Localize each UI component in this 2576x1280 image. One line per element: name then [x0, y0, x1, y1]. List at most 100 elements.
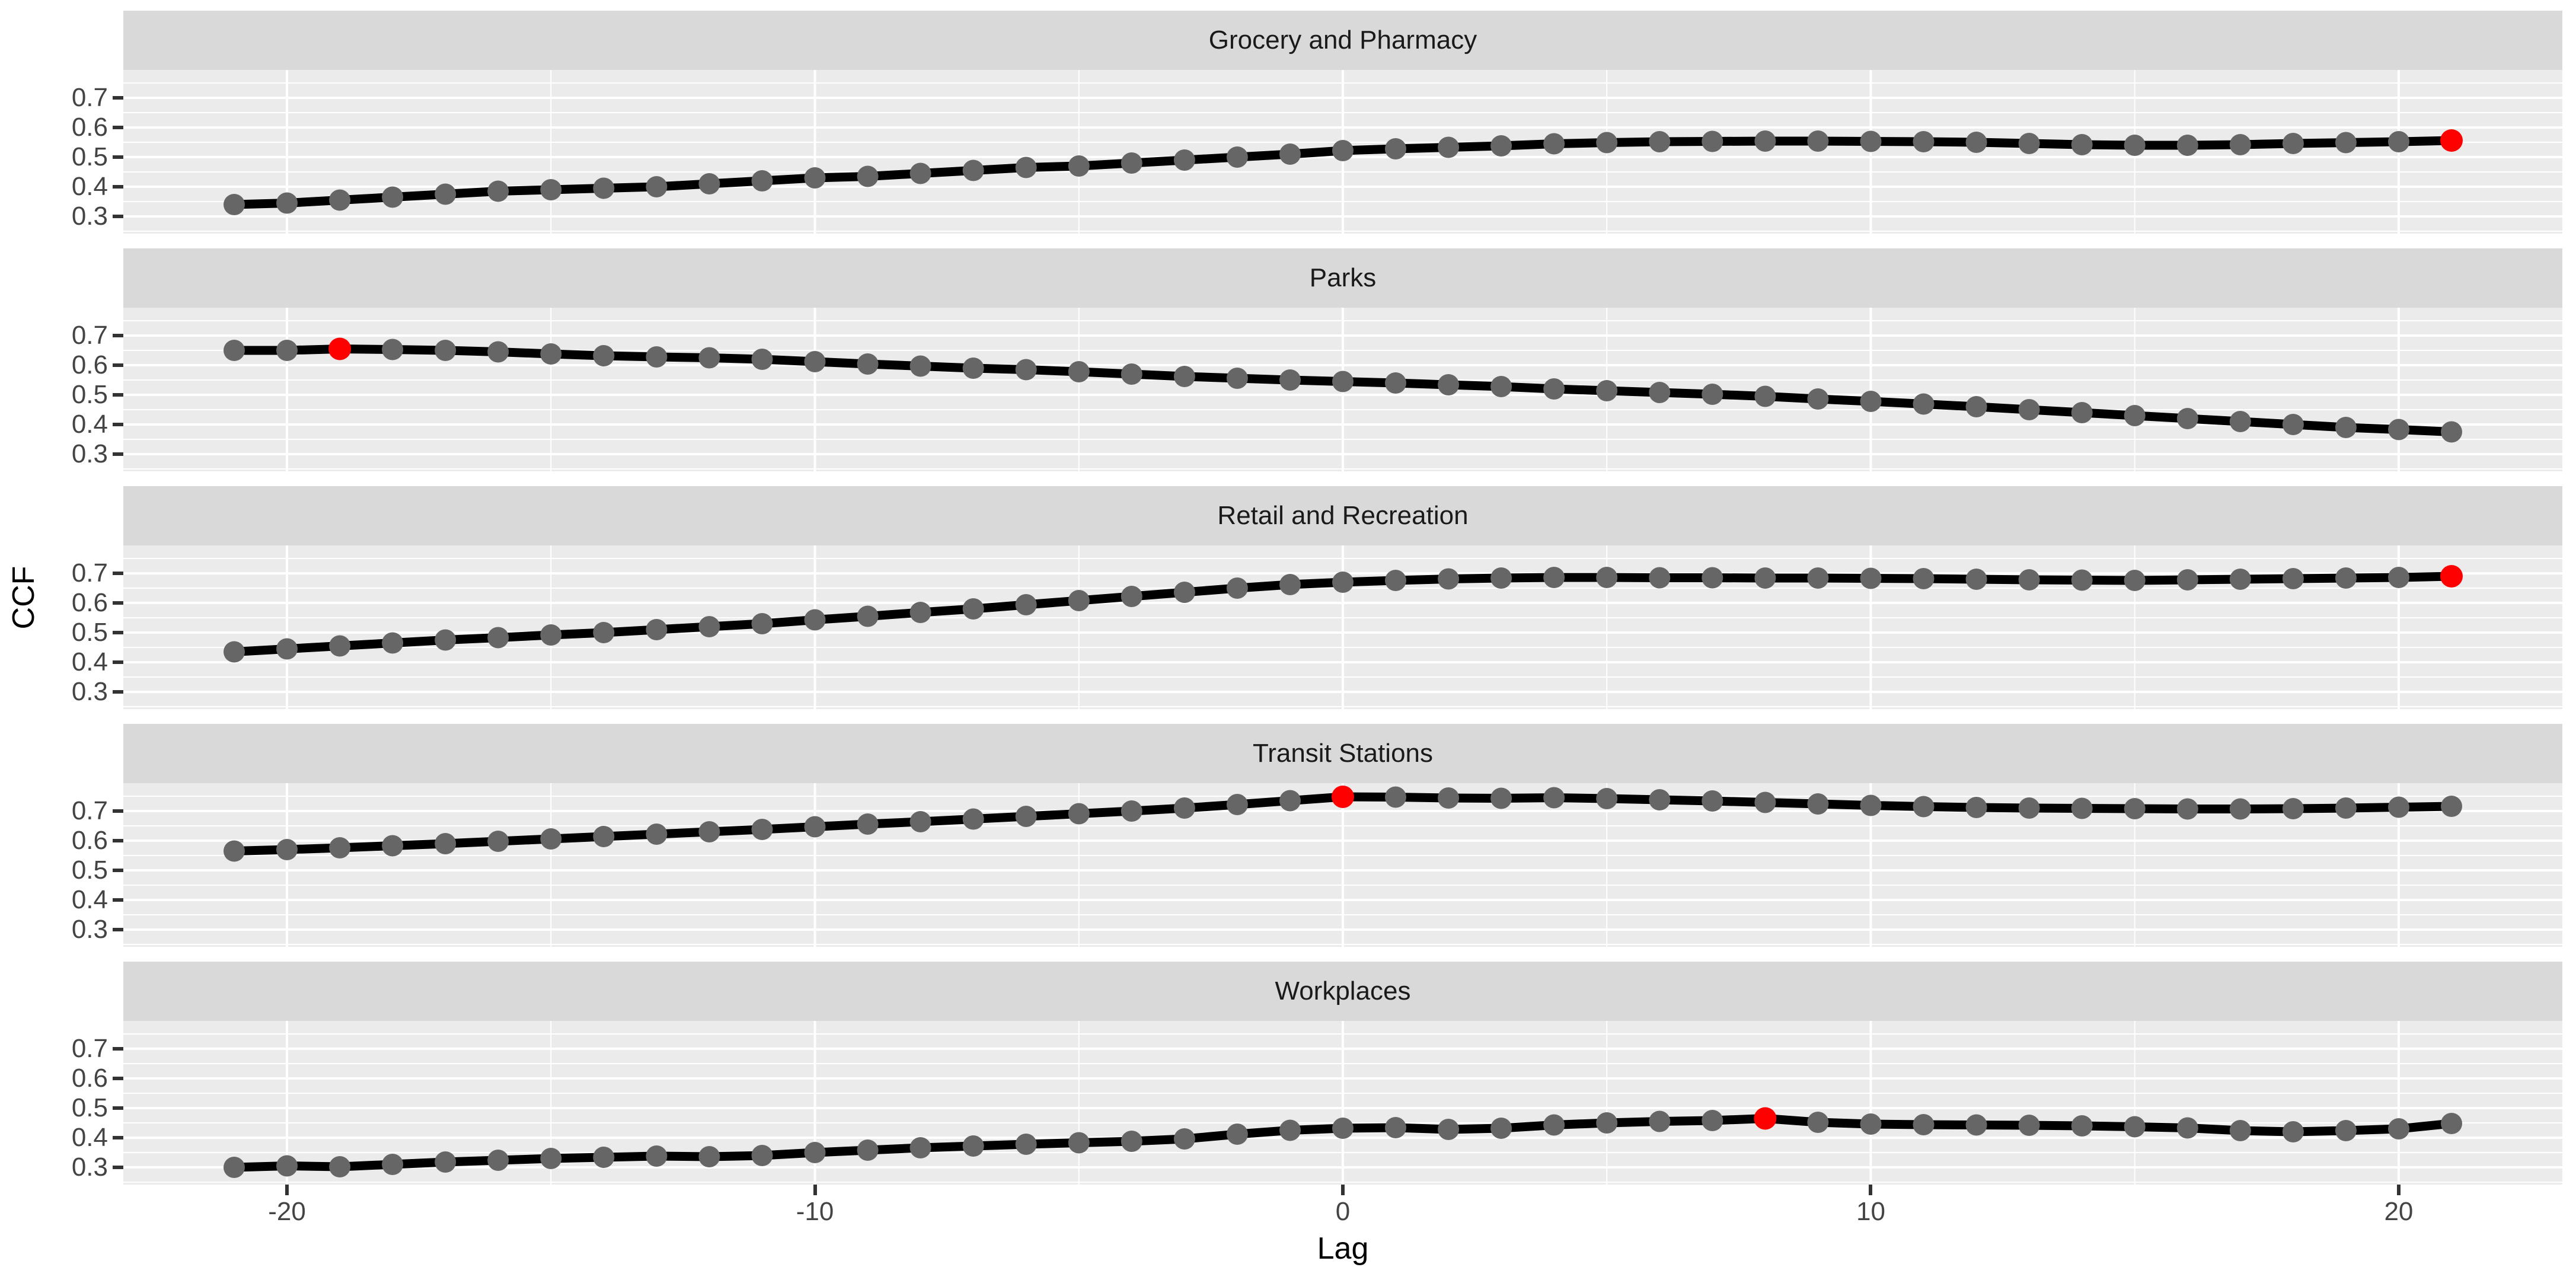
- x-axis-title: Lag: [1317, 1231, 1369, 1266]
- data-point: [698, 821, 720, 842]
- data-point: [593, 622, 615, 643]
- data-point: [1807, 567, 1829, 589]
- data-point: [2071, 402, 2093, 423]
- data-point: [1226, 794, 1248, 815]
- y-tick-label: 0.6: [71, 826, 108, 855]
- data-point: [2388, 1118, 2409, 1139]
- data-point: [1702, 1110, 1723, 1131]
- facet-title: Parks: [1309, 263, 1377, 292]
- x-tick-mark: [813, 1185, 817, 1195]
- data-point: [1015, 359, 1037, 381]
- data-point: [1279, 790, 1301, 812]
- y-tick-label: 0.3: [71, 915, 108, 944]
- y-tick-label: 0.7: [71, 321, 108, 350]
- y-tick-mark: [113, 334, 123, 337]
- data-point: [1332, 371, 1354, 392]
- data-point: [1121, 363, 1142, 385]
- data-point: [1015, 157, 1037, 178]
- max-ccf-point: [328, 337, 352, 360]
- data-point: [487, 341, 509, 363]
- data-point: [1490, 787, 1512, 809]
- data-point: [2441, 796, 2462, 817]
- data-point: [1173, 366, 1195, 387]
- facet-strip: Parks: [123, 248, 2562, 308]
- data-point: [1754, 130, 1776, 152]
- max-ccf-point: [2440, 565, 2463, 588]
- data-point: [646, 176, 668, 197]
- data-point: [2335, 567, 2357, 589]
- data-point: [1860, 567, 1882, 589]
- data-point: [698, 1146, 720, 1167]
- data-point: [1068, 1132, 1090, 1154]
- facet-strip: Grocery and Pharmacy: [123, 11, 2562, 70]
- data-point: [646, 619, 668, 640]
- facet-panel: [123, 308, 2562, 471]
- y-tick-label: 0.4: [71, 647, 108, 676]
- data-point: [698, 173, 720, 194]
- data-point: [2229, 411, 2251, 432]
- data-point: [1438, 374, 1460, 395]
- facet-strip: Workplaces: [123, 962, 2562, 1021]
- data-point: [2176, 135, 2198, 156]
- y-tick-label: 0.3: [71, 439, 108, 468]
- data-point: [329, 189, 351, 211]
- data-point: [857, 605, 879, 627]
- data-point: [435, 340, 457, 361]
- data-point: [1438, 1119, 1460, 1140]
- data-point: [276, 1155, 298, 1177]
- data-point: [224, 194, 245, 215]
- data-point: [2229, 134, 2251, 155]
- data-point: [2124, 1116, 2146, 1138]
- data-point: [1490, 135, 1512, 157]
- data-point: [2388, 419, 2409, 441]
- data-point: [909, 602, 931, 623]
- data-point: [1068, 361, 1090, 382]
- data-point: [2282, 414, 2304, 435]
- y-tick-mark: [113, 1106, 123, 1110]
- data-point: [1860, 391, 1882, 412]
- x-tick-mark: [285, 1185, 289, 1195]
- data-point: [646, 1145, 668, 1167]
- data-point: [1015, 594, 1037, 615]
- facet-panel: [123, 1021, 2562, 1185]
- facet-title: Transit Stations: [1252, 739, 1434, 768]
- data-point: [1543, 378, 1565, 400]
- y-tick-label: 0.5: [71, 380, 108, 409]
- data-point: [2282, 568, 2304, 589]
- data-point: [2388, 131, 2409, 152]
- data-point: [1807, 793, 1829, 815]
- data-point: [329, 837, 351, 858]
- x-tick-label: -20: [268, 1197, 306, 1226]
- y-tick-mark: [113, 423, 123, 426]
- y-tick-mark: [113, 185, 123, 189]
- data-point: [276, 192, 298, 214]
- data-point: [2229, 1120, 2251, 1141]
- y-tick-mark: [113, 928, 123, 931]
- data-point: [2176, 1117, 2198, 1139]
- data-point: [1965, 396, 1987, 417]
- data-point: [2229, 569, 2251, 590]
- y-tick-label: 0.7: [71, 1034, 108, 1063]
- data-point: [1068, 803, 1090, 825]
- data-point: [1860, 794, 1882, 816]
- y-tick-mark: [113, 869, 123, 872]
- data-point: [1173, 1128, 1195, 1150]
- data-point: [2176, 569, 2198, 590]
- data-point: [804, 609, 826, 631]
- data-point: [1543, 567, 1565, 588]
- y-tick-mark: [113, 393, 123, 397]
- data-point: [1649, 789, 1671, 810]
- data-point: [1385, 138, 1406, 159]
- data-point: [804, 1142, 826, 1163]
- data-point: [1490, 567, 1512, 589]
- y-tick-label: 0.5: [71, 618, 108, 647]
- data-point: [804, 167, 826, 189]
- data-point: [540, 1148, 562, 1169]
- data-point: [2388, 796, 2409, 818]
- data-point: [751, 819, 773, 840]
- data-point: [857, 353, 879, 375]
- y-tick-label: 0.5: [71, 1093, 108, 1122]
- data-point: [1226, 577, 1248, 599]
- y-tick-label: 0.4: [71, 885, 108, 914]
- data-point: [1860, 1113, 1882, 1135]
